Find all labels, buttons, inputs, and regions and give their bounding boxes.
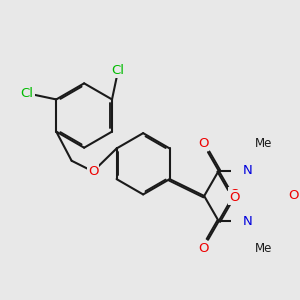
Text: O: O bbox=[229, 188, 239, 201]
Text: O: O bbox=[229, 191, 239, 204]
Text: Cl: Cl bbox=[112, 64, 124, 77]
Text: N: N bbox=[243, 164, 253, 177]
Text: O: O bbox=[198, 137, 208, 150]
Text: O: O bbox=[88, 165, 98, 178]
Text: O: O bbox=[288, 190, 298, 202]
Text: N: N bbox=[243, 215, 253, 228]
Text: Me: Me bbox=[255, 137, 272, 150]
Text: O: O bbox=[289, 190, 299, 202]
Text: O: O bbox=[198, 242, 208, 255]
Text: Me: Me bbox=[255, 242, 272, 255]
Text: Cl: Cl bbox=[21, 87, 34, 100]
